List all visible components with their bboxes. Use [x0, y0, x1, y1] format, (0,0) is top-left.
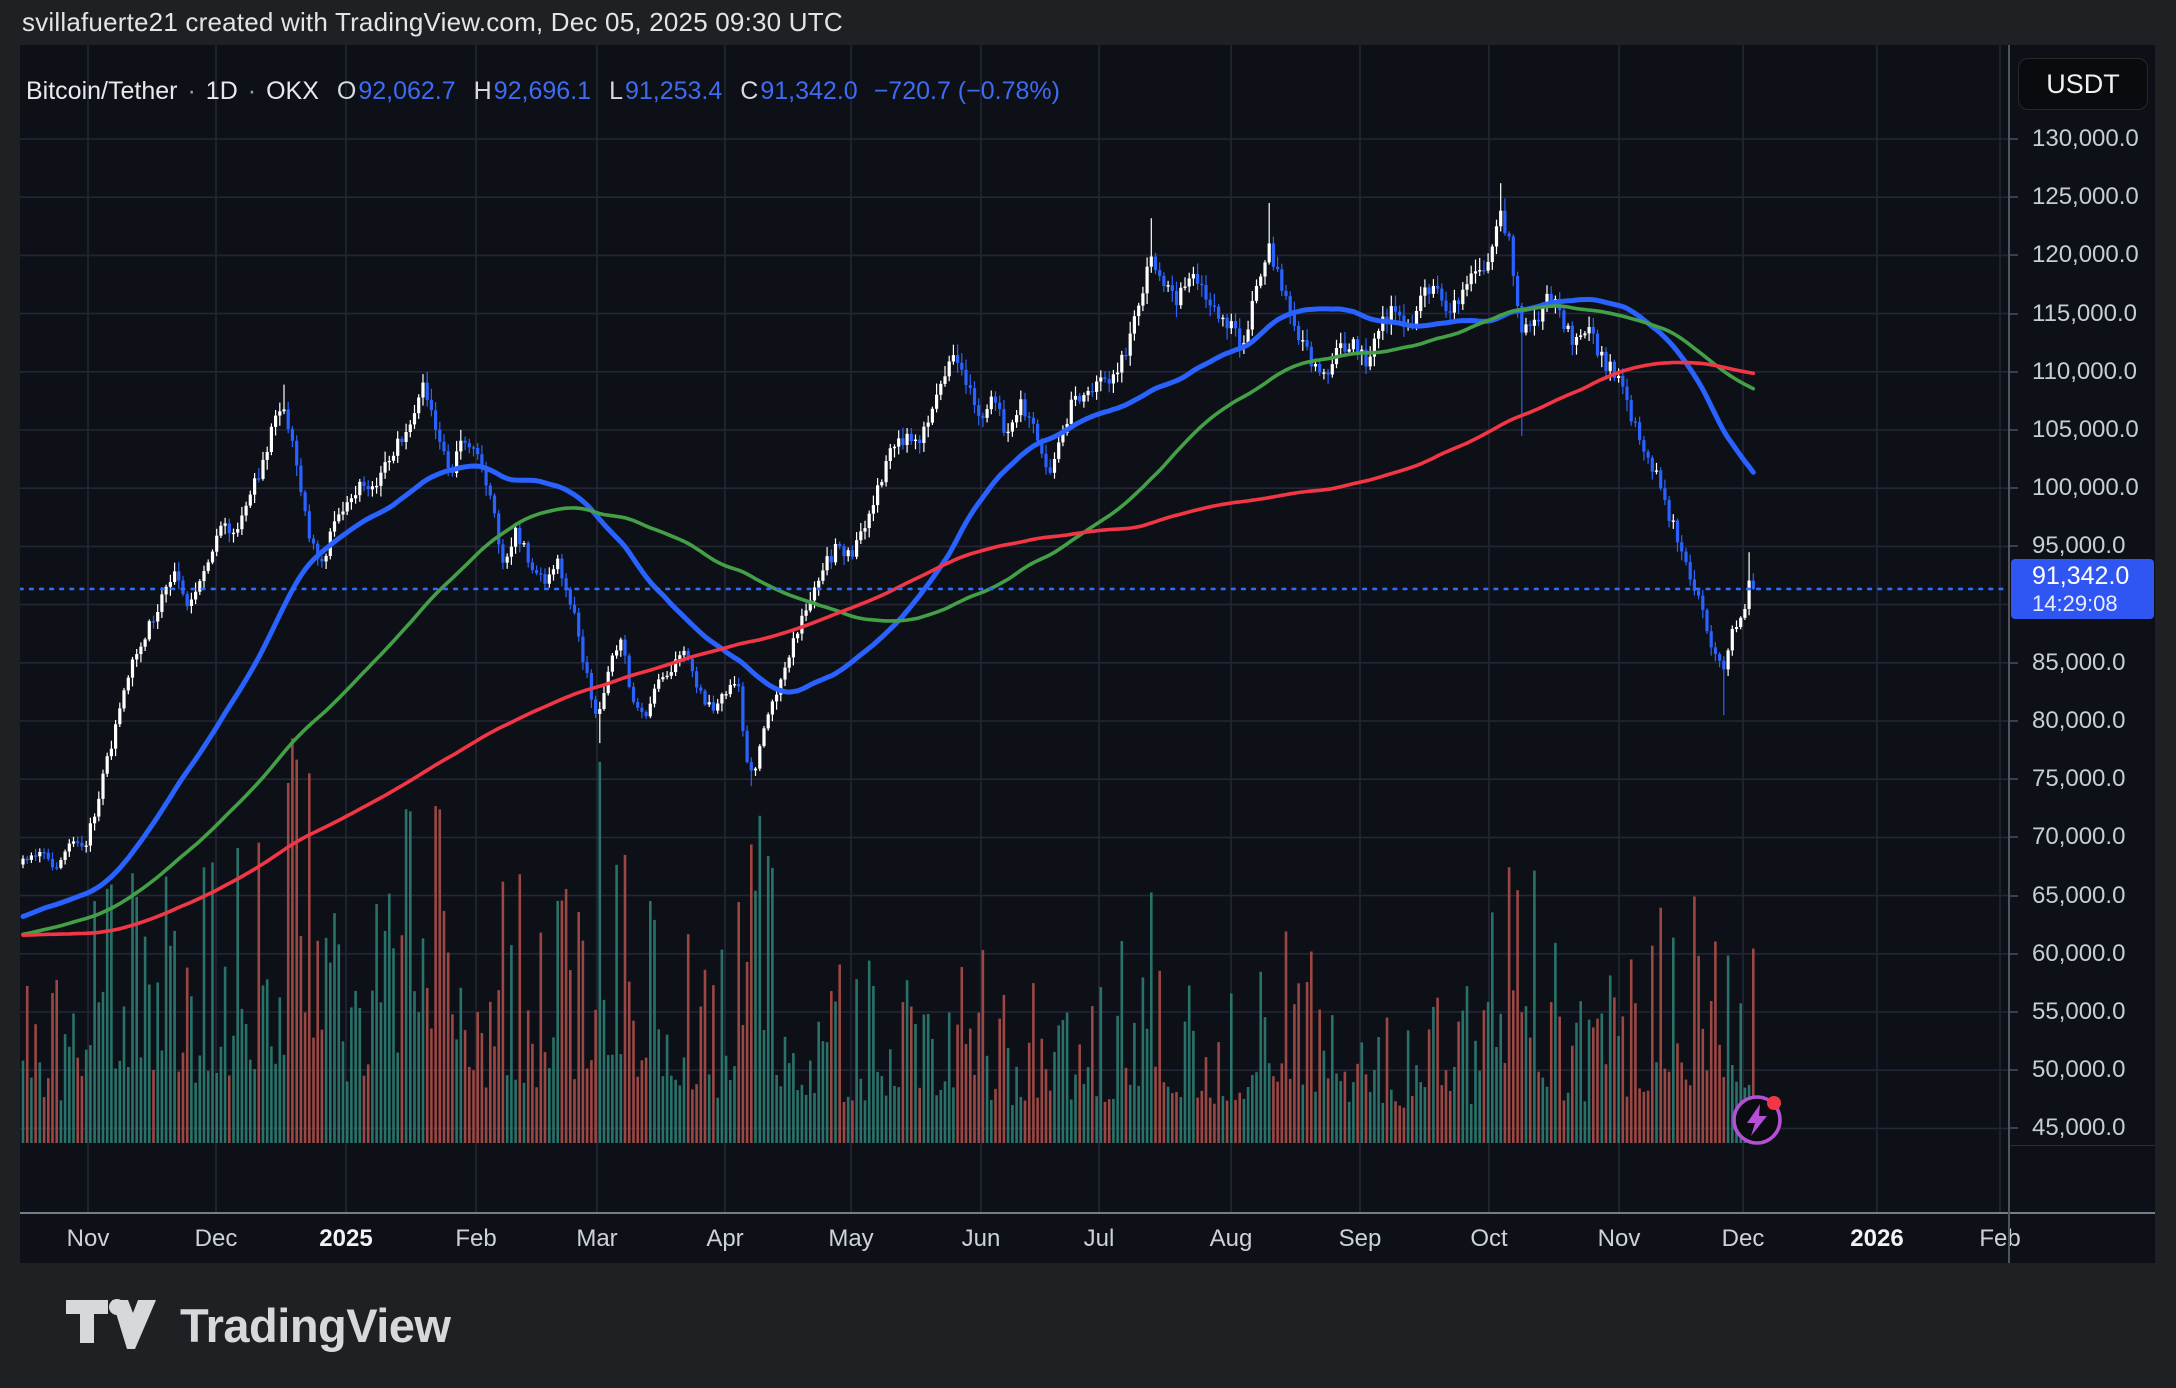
price-axis-tick	[2010, 487, 2018, 490]
time-axis-label: Dec	[1721, 1225, 1765, 1252]
grid	[20, 45, 2010, 1213]
price-axis-tick	[2010, 720, 2018, 722]
time-axis-label: Aug	[1209, 1225, 1253, 1252]
volume-layer	[21, 738, 1755, 1143]
high-label: H	[473, 76, 492, 105]
price-axis-label: 45,000.0	[2032, 1114, 2126, 1142]
time-axis-label: Mar	[576, 1225, 618, 1252]
price-axis-label: 105,000.0	[2032, 416, 2139, 443]
price-axis-tick	[2010, 545, 2018, 548]
separator-dot: ·	[247, 76, 257, 105]
price-axis-tick	[2010, 138, 2018, 140]
price-axis-tick	[2010, 312, 2018, 315]
price-axis-tick	[2010, 894, 2018, 897]
time-axis-label: Nov	[1597, 1225, 1641, 1252]
price-axis-tick	[2010, 952, 2018, 955]
attribution-bar: svillafuerte21 created with TradingView.…	[0, 0, 2176, 45]
symbol-name[interactable]: Bitcoin/Tether	[26, 76, 178, 105]
last-price: 91,342.0	[2032, 561, 2130, 590]
tradingview-logo-text: TradingView	[180, 1299, 451, 1352]
time-axis-label: Jul	[1083, 1225, 1115, 1252]
price-axis-tick	[2010, 778, 2018, 781]
price-axis-tick	[2010, 429, 2018, 431]
exchange-label: OKX	[266, 76, 319, 105]
close-value: 91,342.0	[760, 76, 858, 105]
price-axis-separator[interactable]	[2008, 45, 2010, 1263]
price-axis-label: 80,000.0	[2032, 707, 2126, 734]
time-axis-label: Sep	[1338, 1225, 1382, 1252]
separator-dot: ·	[187, 76, 196, 105]
price-axis-label: 125,000.0	[2032, 183, 2139, 211]
ma-line-100	[21, 304, 1756, 937]
price-axis-bottom-line	[2010, 1145, 2155, 1146]
chart-area[interactable]	[20, 45, 2010, 1213]
symbol-info-row: Bitcoin/Tether · 1D · OKX O 92,062.7 H 9…	[26, 76, 1060, 106]
time-axis-label: Nov	[66, 1225, 110, 1252]
price-axis-label: 75,000.0	[2032, 765, 2126, 793]
time-axis-label: Dec	[194, 1225, 238, 1252]
time-axis-label: 2025	[319, 1225, 373, 1252]
notification-dot	[1767, 1096, 1781, 1110]
price-axis-label: 55,000.0	[2032, 998, 2126, 1025]
time-axis-label: May	[828, 1225, 874, 1252]
tradingview-logo-mark	[66, 1298, 156, 1349]
candlestick-chart[interactable]	[20, 45, 2010, 1213]
time-axis-label: Apr	[706, 1225, 744, 1252]
time-axis-separator	[20, 1212, 2155, 1214]
low-value: 91,253.4	[624, 76, 723, 105]
open-label: O	[336, 76, 357, 105]
price-axis[interactable]: USDT 130,000.0 125,000.0 120,000.0 115,000.…	[2010, 45, 2155, 1213]
price-axis-label: 100,000.0	[2032, 474, 2139, 502]
price-axis-label: 95,000.0	[2032, 532, 2126, 560]
close-label: C	[740, 76, 759, 105]
high-value: 92,696.1	[493, 76, 592, 105]
price-axis-label: 85,000.0	[2032, 648, 2126, 676]
candles-layer	[21, 183, 1755, 871]
price-axis-label: 60,000.0	[2032, 939, 2126, 967]
footer: TradingView	[0, 1263, 2176, 1388]
time-axis-label: Oct	[1470, 1225, 1508, 1252]
attribution-text: svillafuerte21 created with TradingView.…	[22, 7, 843, 37]
price-axis-label: 70,000.0	[2032, 823, 2126, 851]
price-axis-tick	[2010, 1127, 2018, 1130]
last-price-badge: 91,342.0 14:29:08	[2011, 558, 2154, 619]
time-axis-label: Feb	[455, 1225, 497, 1252]
price-axis-tick	[2010, 196, 2018, 199]
ma-line-50	[20, 296, 1756, 919]
price-axis-label: 120,000.0	[2032, 241, 2139, 269]
price-axis-tick	[2010, 661, 2018, 664]
price-axis-label: 50,000.0	[2032, 1056, 2126, 1084]
time-axis-label: 2026	[1850, 1225, 1904, 1252]
price-axis-label: 130,000.0	[2032, 125, 2139, 152]
price-axis-tick	[2010, 1011, 2018, 1013]
price-axis-label: 65,000.0	[2032, 881, 2126, 909]
low-label: L	[609, 76, 623, 105]
ma-line-200	[21, 360, 1756, 937]
timeframe-label[interactable]: 1D	[205, 76, 238, 105]
countdown-timer: 14:29:08	[2032, 590, 2118, 616]
currency-button[interactable]: USDT	[2018, 58, 2148, 110]
open-value: 92,062.7	[358, 76, 456, 105]
price-axis-tick	[2010, 1069, 2018, 1072]
price-axis-tick	[2010, 254, 2018, 257]
time-axis-label: Jun	[961, 1225, 1001, 1252]
time-axis-label: Feb	[1979, 1225, 2021, 1252]
time-axis[interactable]: Nov Dec 2025 Feb Mar Apr May Jun Jul Aug Sep Oct Nov…	[20, 1213, 2155, 1263]
price-axis-tick	[2010, 836, 2018, 839]
lightning-bolt-icon	[1747, 1104, 1767, 1136]
price-axis-label: 110,000.0	[2032, 357, 2137, 385]
price-axis-tick	[2010, 370, 2018, 373]
change-value: −720.7 (−0.78%)	[873, 76, 1060, 105]
price-axis-label: 115,000.0	[2032, 299, 2137, 327]
tradingview-logo: TradingView	[66, 1297, 451, 1355]
